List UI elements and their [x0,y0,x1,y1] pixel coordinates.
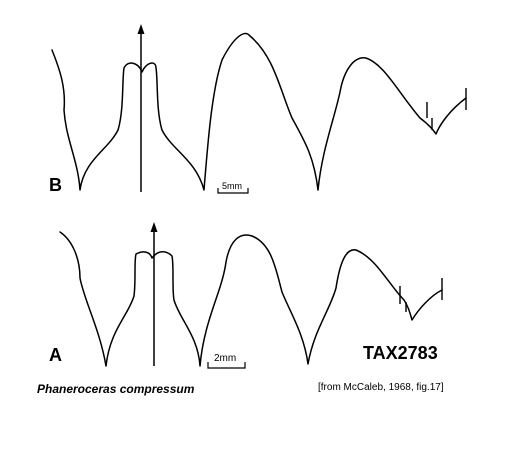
scale-label-a: 2mm [214,353,237,364]
figure-label-a: A [49,345,62,365]
suture-line-a [59,231,443,367]
source-citation: [from McCaleb, 1968, fig.17] [318,382,444,393]
suture-b [51,24,467,194]
suture-line-b [51,32,467,191]
specimen-id: TAX2783 [363,343,438,363]
species-name: Phaneroceras compressum [37,382,195,396]
scale-bar-a [207,362,246,369]
axis-arrow-a [150,222,158,232]
axis-arrow-b [137,24,145,34]
suture-a [59,222,443,369]
scale-bar-b [217,188,249,194]
figure-label-b: B [49,175,62,195]
scale-label-b: 5mm [222,181,242,191]
